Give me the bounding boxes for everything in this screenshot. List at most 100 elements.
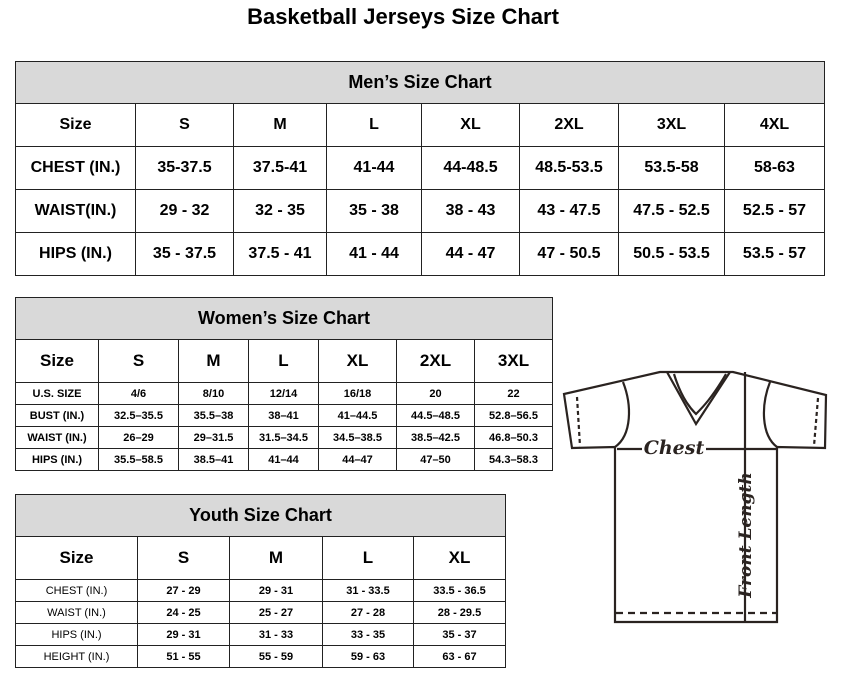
table-cell: 29–31.5 bbox=[178, 426, 249, 449]
table-cell: 44.5–48.5 bbox=[396, 404, 475, 427]
table-cell: 4/6 bbox=[98, 382, 179, 405]
table-cell: 51 - 55 bbox=[137, 645, 230, 668]
table-cell: 31 - 33 bbox=[229, 623, 323, 646]
table-cell: 59 - 63 bbox=[322, 645, 414, 668]
mens-size-table: Men’s Size Chart Size S M L XL 2XL 3XL 4XL CHEST… bbox=[15, 61, 825, 276]
table-row: WAIST (IN.) 24 - 25 25 - 27 27 - 28 28 - 29.… bbox=[15, 601, 507, 624]
table-cell: 3XL bbox=[473, 339, 554, 383]
table-cell: 47.5 - 52.5 bbox=[618, 189, 725, 233]
table-cell: 53.5 - 57 bbox=[724, 232, 825, 276]
table-cell: 12/14 bbox=[248, 382, 319, 405]
row-label: Size bbox=[15, 536, 138, 580]
table-cell: 38.5–41 bbox=[178, 448, 249, 471]
table-cell: 55 - 59 bbox=[229, 645, 323, 668]
table-cell: 48.5-53.5 bbox=[519, 146, 619, 190]
table-cell: 24 - 25 bbox=[137, 601, 230, 624]
table-cell: 35 - 37.5 bbox=[135, 232, 234, 276]
row-label: WAIST(IN.) bbox=[15, 189, 136, 233]
table-cell: 52.8–56.5 bbox=[473, 404, 554, 427]
table-cell: 31 - 33.5 bbox=[322, 579, 414, 602]
table-cell: 35 - 37 bbox=[412, 623, 507, 646]
table-row: CHEST (IN.) 27 - 29 29 - 31 31 - 33.5 33.5 -… bbox=[15, 579, 507, 602]
table-cell: 16/18 bbox=[318, 382, 397, 405]
table-cell: 50.5 - 53.5 bbox=[618, 232, 725, 276]
table-cell: 38.5–42.5 bbox=[396, 426, 475, 449]
table-cell: 2XL bbox=[396, 339, 475, 383]
row-label: CHEST (IN.) bbox=[15, 146, 136, 190]
table-cell: L bbox=[322, 536, 414, 580]
table-cell: 44–47 bbox=[318, 448, 397, 471]
header-row: Size S M L XL 2XL 3XL bbox=[15, 339, 554, 383]
table-cell: 46.8–50.3 bbox=[473, 426, 554, 449]
row-label: HEIGHT (IN.) bbox=[15, 645, 138, 668]
row-label: HIPS (IN.) bbox=[15, 448, 99, 471]
table-cell: 53.5-58 bbox=[618, 146, 725, 190]
womens-caption: Women’s Size Chart bbox=[14, 297, 554, 340]
row-label: HIPS (IN.) bbox=[15, 232, 136, 276]
table-cell: L bbox=[326, 103, 422, 147]
table-cell: 37.5 - 41 bbox=[233, 232, 327, 276]
table-cell: 29 - 31 bbox=[137, 623, 230, 646]
table-cell: 2XL bbox=[519, 103, 619, 147]
table-cell: XL bbox=[318, 339, 397, 383]
table-cell: 35 - 38 bbox=[326, 189, 422, 233]
row-label: WAIST (IN.) bbox=[15, 426, 99, 449]
table-cell: L bbox=[248, 339, 319, 383]
table-cell: 22 bbox=[473, 382, 554, 405]
header-row: Size S M L XL bbox=[15, 536, 507, 580]
table-cell: 38–41 bbox=[248, 404, 319, 427]
table-row: HEIGHT (IN.) 51 - 55 55 - 59 59 - 63 63 - 67 bbox=[15, 645, 507, 668]
row-label: CHEST (IN.) bbox=[15, 579, 138, 602]
womens-size-table: Women’s Size Chart Size S M L XL 2XL 3XL U.S. S… bbox=[14, 297, 554, 471]
table-cell: 63 - 67 bbox=[412, 645, 507, 668]
row-label: Size bbox=[15, 339, 99, 383]
row-label: BUST (IN.) bbox=[15, 404, 99, 427]
table-cell: 41 - 44 bbox=[326, 232, 422, 276]
table-cell: XL bbox=[421, 103, 520, 147]
table-cell: 8/10 bbox=[178, 382, 249, 405]
tshirt-diagram: Chest Front Length bbox=[562, 370, 828, 624]
row-label: WAIST (IN.) bbox=[15, 601, 138, 624]
table-cell: 33.5 - 36.5 bbox=[412, 579, 507, 602]
table-cell: 29 - 32 bbox=[135, 189, 234, 233]
table-cell: 41-44 bbox=[326, 146, 422, 190]
table-cell: S bbox=[135, 103, 234, 147]
table-row: HIPS (IN.) 29 - 31 31 - 33 33 - 35 35 - 37 bbox=[15, 623, 507, 646]
table-cell: 54.3–58.3 bbox=[473, 448, 554, 471]
table-cell: 27 - 29 bbox=[137, 579, 230, 602]
row-label: Size bbox=[15, 103, 136, 147]
page-title: Basketball Jerseys Size Chart bbox=[247, 4, 559, 29]
table-row: BUST (IN.) 32.5–35.5 35.5–38 38–41 41–44.5 44… bbox=[15, 404, 554, 427]
table-cell: 37.5-41 bbox=[233, 146, 327, 190]
header-row: Size S M L XL 2XL 3XL 4XL bbox=[15, 103, 825, 147]
table-cell: 3XL bbox=[618, 103, 725, 147]
table-cell: 52.5 - 57 bbox=[724, 189, 825, 233]
table-cell: M bbox=[178, 339, 249, 383]
row-label: U.S. SIZE bbox=[15, 382, 99, 405]
table-cell: 34.5–38.5 bbox=[318, 426, 397, 449]
table-cell: 27 - 28 bbox=[322, 601, 414, 624]
table-cell: 35.5–38 bbox=[178, 404, 249, 427]
table-row: HIPS (IN.) 35.5–58.5 38.5–41 41–44 44–47 47–5… bbox=[15, 448, 554, 471]
table-cell: 33 - 35 bbox=[322, 623, 414, 646]
table-cell: S bbox=[98, 339, 179, 383]
table-row: WAIST(IN.) 29 - 32 32 - 35 35 - 38 38 - 43 43… bbox=[15, 189, 825, 233]
table-cell: 44 - 47 bbox=[421, 232, 520, 276]
chest-label: Chest bbox=[644, 437, 705, 459]
table-cell: 29 - 31 bbox=[229, 579, 323, 602]
mens-caption: Men’s Size Chart bbox=[15, 61, 825, 104]
youth-size-table: Youth Size Chart Size S M L XL CHEST (IN.) 27 … bbox=[14, 494, 507, 668]
table-cell: 28 - 29.5 bbox=[412, 601, 507, 624]
table-cell: 41–44 bbox=[248, 448, 319, 471]
front-length-label: Front Length bbox=[736, 472, 756, 598]
table-cell: 47–50 bbox=[396, 448, 475, 471]
table-row: CHEST (IN.) 35-37.5 37.5-41 41-44 44-48.5 48.… bbox=[15, 146, 825, 190]
table-cell: M bbox=[233, 103, 327, 147]
table-cell: 35-37.5 bbox=[135, 146, 234, 190]
table-cell: S bbox=[137, 536, 230, 580]
table-cell: 32 - 35 bbox=[233, 189, 327, 233]
table-row: WAIST (IN.) 26–29 29–31.5 31.5–34.5 34.5–38.… bbox=[15, 426, 554, 449]
table-cell: 44-48.5 bbox=[421, 146, 520, 190]
table-cell: 32.5–35.5 bbox=[98, 404, 179, 427]
table-row: HIPS (IN.) 35 - 37.5 37.5 - 41 41 - 44 44 - … bbox=[15, 232, 825, 276]
